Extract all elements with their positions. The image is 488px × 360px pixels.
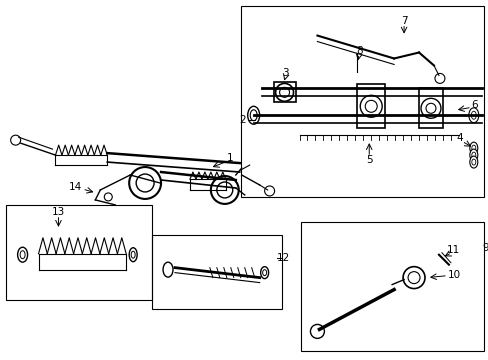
Bar bbox=[418, 88, 442, 128]
Circle shape bbox=[310, 324, 324, 338]
Ellipse shape bbox=[131, 251, 135, 258]
Bar bbox=[6, 205, 152, 300]
Circle shape bbox=[216, 182, 232, 198]
Ellipse shape bbox=[247, 106, 259, 124]
Text: 1: 1 bbox=[226, 153, 233, 163]
Text: 11: 11 bbox=[447, 245, 460, 255]
Ellipse shape bbox=[469, 156, 477, 168]
Ellipse shape bbox=[260, 267, 268, 279]
Circle shape bbox=[360, 95, 382, 117]
Ellipse shape bbox=[163, 262, 173, 277]
Circle shape bbox=[210, 176, 238, 204]
Circle shape bbox=[264, 186, 274, 196]
Ellipse shape bbox=[470, 111, 475, 119]
Ellipse shape bbox=[129, 248, 137, 262]
Text: 9: 9 bbox=[482, 243, 488, 253]
Circle shape bbox=[365, 100, 376, 112]
Ellipse shape bbox=[469, 149, 477, 161]
Text: 4: 4 bbox=[456, 133, 462, 143]
Ellipse shape bbox=[250, 110, 257, 121]
Text: 3: 3 bbox=[282, 68, 288, 78]
Ellipse shape bbox=[471, 152, 475, 158]
Circle shape bbox=[407, 272, 419, 284]
Text: 13: 13 bbox=[52, 207, 65, 217]
Bar bbox=[357, 84, 385, 128]
Ellipse shape bbox=[471, 145, 475, 151]
Ellipse shape bbox=[471, 159, 475, 165]
Ellipse shape bbox=[18, 247, 27, 262]
Text: 6: 6 bbox=[470, 100, 477, 110]
Bar bbox=[240, 6, 483, 197]
Text: 12: 12 bbox=[276, 253, 289, 263]
Circle shape bbox=[104, 193, 112, 201]
Circle shape bbox=[11, 135, 20, 145]
Circle shape bbox=[402, 267, 424, 289]
Circle shape bbox=[275, 84, 293, 101]
Ellipse shape bbox=[262, 270, 266, 276]
Circle shape bbox=[129, 167, 161, 199]
Text: 14: 14 bbox=[69, 182, 82, 192]
Text: 5: 5 bbox=[365, 155, 372, 165]
Text: 7: 7 bbox=[400, 15, 407, 26]
Bar bbox=[273, 82, 295, 102]
Bar bbox=[301, 222, 483, 351]
Circle shape bbox=[425, 103, 435, 113]
Ellipse shape bbox=[469, 142, 477, 154]
Circle shape bbox=[279, 87, 289, 97]
Circle shape bbox=[420, 98, 440, 118]
Ellipse shape bbox=[20, 251, 25, 259]
Text: 2: 2 bbox=[239, 115, 245, 125]
Ellipse shape bbox=[468, 108, 478, 123]
Circle shape bbox=[136, 174, 154, 192]
Circle shape bbox=[434, 73, 444, 84]
Text: 8: 8 bbox=[355, 45, 362, 55]
Text: 10: 10 bbox=[447, 270, 460, 280]
Bar bbox=[152, 235, 281, 310]
